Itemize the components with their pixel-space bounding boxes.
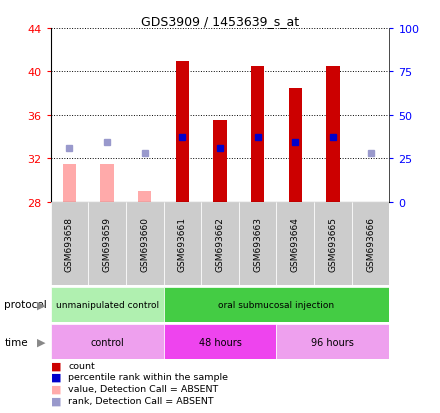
Text: GSM693661: GSM693661 (178, 216, 187, 271)
Bar (276, 324, 389, 359)
Text: unmanipulated control: unmanipulated control (55, 300, 159, 309)
Text: GSM693662: GSM693662 (216, 216, 224, 271)
Text: protocol: protocol (4, 299, 47, 310)
Text: value, Detection Call = ABSENT: value, Detection Call = ABSENT (68, 384, 218, 393)
Text: ■: ■ (51, 361, 61, 370)
Bar (88, 202, 126, 285)
Bar (164, 324, 276, 359)
Text: count: count (68, 361, 95, 370)
Text: time: time (4, 337, 28, 347)
Bar (239, 202, 276, 285)
Title: GDS3909 / 1453639_s_at: GDS3909 / 1453639_s_at (141, 15, 299, 28)
Text: ■: ■ (51, 395, 61, 405)
Text: ▶: ▶ (37, 299, 45, 310)
Text: GSM693665: GSM693665 (328, 216, 337, 271)
Bar (164, 202, 201, 285)
Bar (289, 88, 302, 202)
Bar (326, 67, 340, 202)
Bar (352, 202, 389, 285)
Text: rank, Detection Call = ABSENT: rank, Detection Call = ABSENT (68, 396, 214, 405)
Bar (138, 192, 151, 202)
Bar (176, 62, 189, 202)
Text: GSM693663: GSM693663 (253, 216, 262, 271)
Text: percentile rank within the sample: percentile rank within the sample (68, 373, 228, 382)
Text: ■: ■ (51, 372, 61, 382)
Bar (251, 67, 264, 202)
Text: GSM693666: GSM693666 (366, 216, 375, 271)
Bar (201, 202, 239, 285)
Bar (51, 324, 164, 359)
Bar (164, 287, 389, 322)
Bar (276, 202, 314, 285)
Bar (51, 202, 88, 285)
Bar (51, 287, 164, 322)
Bar (63, 164, 76, 202)
Text: ▶: ▶ (37, 337, 45, 347)
Bar (126, 202, 164, 285)
Text: GSM693664: GSM693664 (291, 216, 300, 271)
Bar (213, 121, 227, 202)
Text: 96 hours: 96 hours (312, 337, 354, 347)
Text: control: control (90, 337, 124, 347)
Text: oral submucosal injection: oral submucosal injection (218, 300, 334, 309)
Text: ■: ■ (51, 384, 61, 394)
Bar (100, 164, 114, 202)
Bar (314, 202, 352, 285)
Text: GSM693658: GSM693658 (65, 216, 74, 271)
Text: GSM693660: GSM693660 (140, 216, 149, 271)
Text: 48 hours: 48 hours (198, 337, 242, 347)
Text: GSM693659: GSM693659 (103, 216, 112, 271)
